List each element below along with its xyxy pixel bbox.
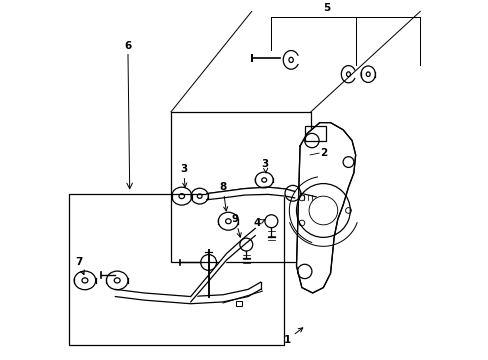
Text: 5: 5 [323, 3, 330, 13]
Text: 1: 1 [284, 328, 302, 345]
Text: 2: 2 [319, 148, 326, 158]
Polygon shape [296, 123, 355, 293]
Text: 3: 3 [261, 159, 268, 173]
Text: 8: 8 [219, 182, 227, 211]
Bar [235, 301, 242, 306]
Text: 3: 3 [180, 164, 187, 187]
Text: 4: 4 [253, 218, 264, 228]
Bar [69, 194, 284, 345]
Text: 6: 6 [124, 41, 131, 50]
Bar [171, 112, 310, 262]
Text: 7: 7 [75, 257, 84, 275]
Text: 9: 9 [231, 215, 241, 237]
Bar [304, 126, 325, 140]
